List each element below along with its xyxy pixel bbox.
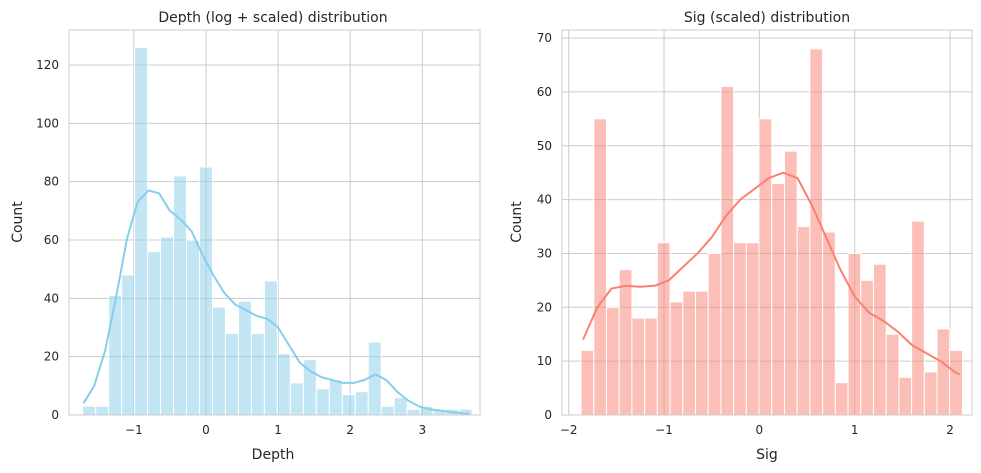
depth-bar xyxy=(367,341,382,416)
depth-bar xyxy=(186,239,201,416)
depth-bar xyxy=(160,236,175,416)
sig-bar xyxy=(669,301,684,416)
sig-ytick-label: 20 xyxy=(537,300,552,314)
sig-kde-line xyxy=(582,171,961,376)
depth-ytick-label: 20 xyxy=(44,350,59,364)
depth-chart-ylabel: Count xyxy=(10,201,26,243)
depth-bar xyxy=(276,353,291,416)
depth-chart-panel: Depth (log + scaled) distribution Depth … xyxy=(10,10,481,463)
sig-bar xyxy=(885,333,900,416)
sig-bars xyxy=(580,48,963,416)
depth-bar xyxy=(250,332,265,416)
sig-bar xyxy=(720,86,735,416)
depth-bar xyxy=(263,280,278,416)
depth-chart-xlabel: Depth xyxy=(252,447,295,463)
depth-bar xyxy=(380,405,395,416)
depth-bar xyxy=(289,382,304,416)
sig-ytick-label: 40 xyxy=(537,193,552,207)
sig-bar xyxy=(745,242,760,416)
sig-bar xyxy=(707,252,722,416)
sig-xtick-label: 0 xyxy=(756,423,764,437)
sig-bar xyxy=(593,118,607,416)
sig-bar xyxy=(758,118,773,416)
depth-xtick-label: 2 xyxy=(346,423,354,437)
sig-ytick-label: 0 xyxy=(544,408,552,422)
depth-bar xyxy=(134,47,149,416)
sig-bar xyxy=(898,376,913,416)
depth-bar xyxy=(406,408,421,416)
depth-bar xyxy=(224,332,239,416)
sig-bar xyxy=(771,182,785,416)
sig-bar xyxy=(809,48,824,416)
depth-plot-frame xyxy=(68,29,481,416)
sig-bar xyxy=(872,263,887,416)
depth-bar xyxy=(199,166,213,416)
sig-bar xyxy=(847,252,862,416)
depth-bar xyxy=(82,405,97,416)
sig-bar xyxy=(949,349,963,416)
depth-bar xyxy=(121,274,136,416)
depth-ytick-label: 0 xyxy=(51,408,59,422)
depth-xtick-label: 3 xyxy=(418,423,426,437)
depth-bar xyxy=(393,397,408,416)
sig-ytick-label: 60 xyxy=(537,85,552,99)
sig-ytick-label: 10 xyxy=(537,354,552,368)
sig-ytick-label: 70 xyxy=(537,31,552,45)
depth-bar xyxy=(95,405,110,416)
sig-bar xyxy=(694,290,709,416)
depth-bar xyxy=(341,394,356,416)
sig-bar xyxy=(618,269,633,416)
depth-bar xyxy=(211,306,226,416)
depth-bar xyxy=(354,391,369,416)
depth-bars xyxy=(82,47,473,416)
depth-xtick-label: 0 xyxy=(202,423,210,437)
sig-bar xyxy=(796,226,811,416)
depth-xtick-label: −1 xyxy=(125,423,143,437)
sig-xtick-label: 1 xyxy=(851,423,859,437)
depth-bar xyxy=(315,388,330,416)
depth-ytick-label: 60 xyxy=(44,233,59,247)
sig-bar xyxy=(822,231,836,416)
sig-xtick-label: −1 xyxy=(655,423,673,437)
sig-xtick-label: 2 xyxy=(946,423,954,437)
depth-ytick-label: 120 xyxy=(36,58,59,72)
depth-bar xyxy=(147,251,162,416)
sig-plot-frame xyxy=(561,29,973,416)
sig-bar xyxy=(860,279,874,416)
sig-chart-xlabel: Sig xyxy=(756,447,778,463)
sig-bar xyxy=(656,242,671,416)
depth-kde-line xyxy=(82,189,470,415)
depth-bar xyxy=(173,175,188,416)
sig-chart-ylabel: Count xyxy=(509,201,525,243)
sig-bar xyxy=(936,328,951,416)
sig-bar xyxy=(923,371,938,416)
sig-ytick-label: 30 xyxy=(537,246,552,260)
depth-chart-title: Depth (log + scaled) distribution xyxy=(158,10,387,26)
sig-bar xyxy=(733,242,747,416)
sig-xtick-label: −2 xyxy=(560,423,578,437)
sig-bar xyxy=(605,306,620,416)
sig-bar xyxy=(631,317,646,416)
depth-ytick-label: 80 xyxy=(44,175,59,189)
depth-bar xyxy=(328,379,343,416)
sig-bar xyxy=(834,382,849,416)
depth-bar xyxy=(237,300,252,416)
depth-bar xyxy=(108,294,123,416)
sig-chart-panel: Sig (scaled) distribution Sig Count −2 −1… xyxy=(509,10,973,463)
sig-bar xyxy=(682,290,696,416)
sig-bar xyxy=(911,220,925,416)
depth-xtick-label: 1 xyxy=(274,423,282,437)
sig-bar xyxy=(644,317,658,416)
sig-bar xyxy=(783,150,798,416)
sig-ytick-label: 50 xyxy=(537,139,552,153)
depth-ytick-label: 100 xyxy=(36,116,59,130)
sig-bar xyxy=(580,349,595,416)
depth-ytick-label: 40 xyxy=(44,291,59,305)
sig-chart-title: Sig (scaled) distribution xyxy=(684,10,850,26)
